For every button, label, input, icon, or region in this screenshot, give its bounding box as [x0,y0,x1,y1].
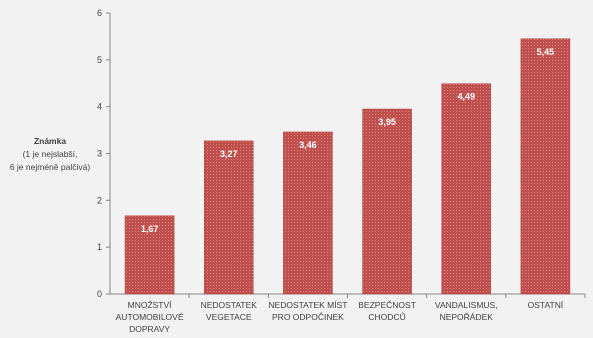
category-label: OSTATNÍ [528,300,564,310]
category-label: AUTOMOBILOVÉ [116,312,184,322]
bar [124,215,175,295]
category-label: VANDALISMUS, [435,300,498,310]
y-axis-subtitle-line-1: (1 je nejslabší, [23,149,78,159]
y-tick-label: 6 [97,8,102,18]
y-tick-label: 5 [97,55,102,65]
category-label: PRO ODPOČINEK [272,312,344,322]
y-axis-subtitle-line-2: 6 je nejméně palčivá) [10,162,90,172]
data-label: 4,49 [457,92,475,102]
category-label: CHODCŮ [368,311,405,322]
data-label: 1,67 [141,224,159,234]
y-tick-label: 1 [97,242,102,252]
data-label: 3,46 [299,140,317,150]
data-label: 5,45 [537,47,555,57]
category-label: NEDOSTATEK [201,300,258,310]
y-tick-label: 2 [97,195,102,205]
category-label: NEPOŘÁDEK [440,312,494,322]
bar [441,83,492,295]
labels: 1,67 MNOŽSTVÍ AUTOMOBILOVÉ DOPRAVY 3,27 NEDOS… [116,47,564,334]
axes: 0 1 2 3 4 5 6 [97,8,586,299]
bars [124,38,571,295]
bar [283,131,333,295]
y-tick-label: 3 [97,149,102,159]
data-label: 3,27 [220,149,238,159]
bar [520,38,571,295]
y-tick-label: 4 [97,102,102,112]
y-axis-label: Známka (1 je nejslabší, 6 je nejméně pal… [10,136,90,172]
category-label: BEZPEČNOST [358,300,416,310]
category-label: VEGETACE [206,312,252,322]
category-label: DOPRAVY [129,324,170,334]
bar [203,140,254,295]
category-label: NEDOSTATEK MÍST [268,300,347,310]
y-tick-label: 0 [97,289,102,299]
bar [362,108,412,295]
y-axis-title: Známka [34,136,66,146]
data-label: 3,95 [378,117,396,127]
category-label: MNOŽSTVÍ [128,300,173,310]
